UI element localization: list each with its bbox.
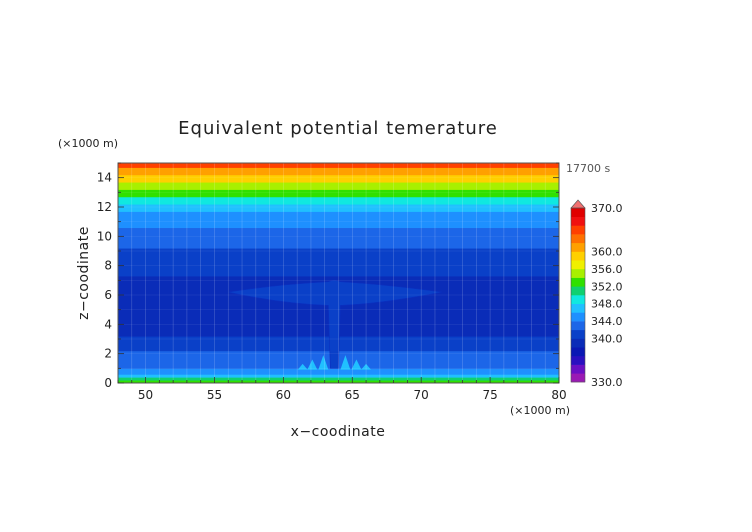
- colorbar-segment: [571, 312, 585, 322]
- colorbar-segment: [571, 321, 585, 331]
- x-tick-label: 80: [551, 388, 566, 402]
- colorbar-segment: [571, 329, 585, 339]
- plume-bump: [351, 359, 362, 370]
- colorbar-tick-label: 344.0: [591, 315, 623, 328]
- colorbar-tick-label: 330.0: [591, 376, 623, 389]
- colorbar-segment: [571, 364, 585, 374]
- colorbar: 330.0 340.0 344.0 348.0 352.0 356.0 360.0 370.0: [570, 199, 623, 389]
- colorbar-segment: [571, 251, 585, 261]
- contour-band: [118, 368, 559, 375]
- x-tick-label: 75: [482, 388, 497, 402]
- contour-band: [118, 227, 559, 237]
- y-axis-unit: (×1000 m): [58, 137, 118, 150]
- plume-shape: [228, 279, 442, 369]
- contour-band: [118, 275, 559, 286]
- contour-band: [118, 174, 559, 183]
- y-tick-label: 14: [97, 171, 112, 185]
- x-tick-label: 60: [276, 388, 291, 402]
- grid-lines: [118, 163, 559, 383]
- contour-band: [118, 196, 559, 205]
- colorbar-segment: [571, 260, 585, 270]
- chart-title: Equivalent potential temerature: [178, 118, 498, 139]
- contour-band: [118, 163, 559, 168]
- contour-band: [118, 204, 559, 212]
- plume-bump: [340, 355, 351, 370]
- y-tick-label: 6: [104, 288, 112, 302]
- y-tick-label: 2: [104, 347, 112, 361]
- time-label: 17700 s: [566, 162, 610, 175]
- colorbar-segment: [571, 286, 585, 296]
- colorbar-segment: [571, 303, 585, 313]
- contour-band: [118, 218, 559, 229]
- contour-band: [118, 374, 559, 378]
- plume-bump: [318, 355, 329, 370]
- colorbar-segment: [571, 338, 585, 348]
- contour-band: [118, 236, 559, 249]
- colorbar-tick-label: 360.0: [591, 246, 623, 259]
- y-tick-label: 4: [104, 317, 112, 331]
- colorbar-segment: [571, 373, 585, 383]
- contour-band: [118, 182, 559, 190]
- colorbar-segment: [571, 268, 585, 278]
- contour-band: [118, 211, 559, 220]
- y-tick-label: 8: [104, 259, 112, 273]
- colorbar-segment: [571, 216, 585, 226]
- x-tick-label: 65: [345, 388, 360, 402]
- contour-band: [118, 265, 559, 277]
- colorbar-segment: [571, 355, 585, 365]
- colorbar-segment: [571, 225, 585, 235]
- contour-band: [118, 248, 559, 267]
- plume-bump: [297, 363, 308, 370]
- colorbar-segment: [571, 277, 585, 287]
- colorbar-tick-label: 348.0: [591, 298, 623, 311]
- colorbar-segment: [571, 208, 585, 217]
- colorbar-segment: [571, 295, 585, 304]
- plume-bump: [307, 359, 318, 370]
- y-tick-label: 10: [97, 229, 112, 243]
- contour-band: [118, 377, 559, 381]
- y-axis: 0 2 4 6 8 10 12 14: [97, 162, 559, 390]
- y-tick-label: 0: [104, 376, 112, 390]
- contour-field: [118, 163, 559, 383]
- colorbar-tick-label: 370.0: [591, 202, 623, 215]
- x-axis-unit: (×1000 m): [510, 404, 570, 417]
- x-tick-label: 50: [138, 388, 153, 402]
- colorbar-segment: [571, 347, 585, 357]
- plume-bump: [361, 363, 372, 370]
- x-axis-label: x−coodinate: [291, 424, 386, 440]
- x-tick-label: 70: [414, 388, 429, 402]
- colorbar-extend-arrow: [570, 199, 586, 209]
- colorbar-tick-label: 340.0: [591, 333, 623, 346]
- y-axis-label: z−coodinate: [76, 226, 92, 320]
- colorbar-segment: [571, 242, 585, 252]
- y-tick-label: 12: [97, 200, 112, 214]
- contour-band: [118, 189, 559, 198]
- colorbar-tick-label: 356.0: [591, 263, 623, 276]
- colorbar-frame: [570, 207, 586, 383]
- colorbar-segment: [571, 234, 585, 244]
- colorbar-tick-label: 352.0: [591, 280, 623, 293]
- x-axis: 50 55 60 65 70 75 80: [117, 377, 567, 402]
- x-tick-label: 55: [207, 388, 222, 402]
- contour-band: [118, 167, 559, 176]
